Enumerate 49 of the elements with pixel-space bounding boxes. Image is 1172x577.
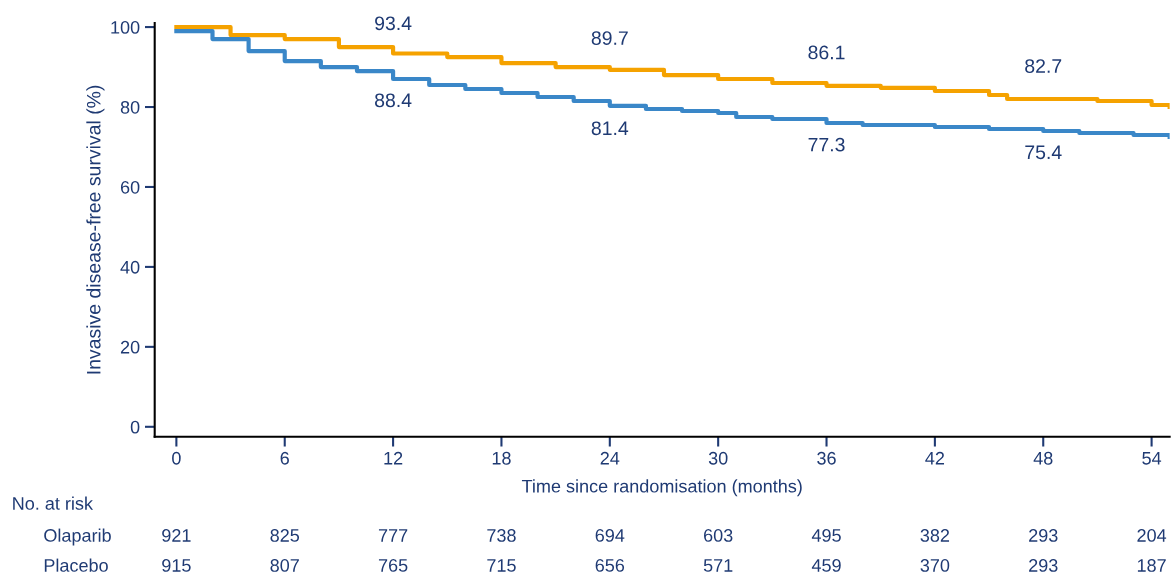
text: 825 xyxy=(270,529,300,542)
annotation: 93.4 xyxy=(375,16,412,31)
text: 495 xyxy=(811,529,841,542)
x-tick-label: 24 xyxy=(600,451,620,465)
text: 382 xyxy=(920,529,950,542)
y-tick-label: 100 xyxy=(111,21,140,34)
x-tick-label: 48 xyxy=(1033,451,1053,465)
x-tick-label: 6 xyxy=(280,451,289,465)
text: 293 xyxy=(1029,559,1058,572)
text: No. at risk xyxy=(13,496,94,510)
annotation: 89.7 xyxy=(591,31,628,45)
x-tick-label: 36 xyxy=(817,451,836,465)
x-tick-label: 42 xyxy=(925,451,945,465)
text: 370 xyxy=(920,559,950,572)
text: 603 xyxy=(704,529,733,542)
text: 694 xyxy=(595,529,625,542)
text: Olaparib xyxy=(44,528,111,546)
text: 738 xyxy=(487,529,516,542)
annotation: 86.1 xyxy=(808,45,845,60)
text: 571 xyxy=(703,559,733,572)
annotation: 77.3 xyxy=(808,137,845,152)
x-axis-title: Time since randomisation (months) xyxy=(521,479,802,497)
annotation: 75.4 xyxy=(1025,145,1062,160)
x-tick-label: 0 xyxy=(172,451,181,465)
text: 777 xyxy=(378,529,408,542)
x-tick-label: 18 xyxy=(492,451,511,465)
annotation: 82.7 xyxy=(1025,59,1062,73)
text: 765 xyxy=(378,559,408,572)
y-tick-label: 80 xyxy=(120,100,140,114)
text: 459 xyxy=(811,559,841,572)
text: 915 xyxy=(162,559,191,572)
y-tick-label: 0 xyxy=(130,420,140,434)
y-tick-label: 40 xyxy=(120,260,140,274)
text: 293 xyxy=(1029,529,1058,542)
x-tick-label: 12 xyxy=(384,451,403,465)
text: 807 xyxy=(270,559,299,572)
text: 921 xyxy=(162,529,191,542)
text: Placebo xyxy=(44,558,108,572)
text: 656 xyxy=(595,559,625,572)
annotation: 81.4 xyxy=(591,121,629,136)
annotation: 88.4 xyxy=(375,93,412,108)
text: 204 xyxy=(1137,529,1167,542)
y-tick-label: 60 xyxy=(120,180,140,194)
x-tick-label: 30 xyxy=(708,451,728,465)
x-tick-label: 54 xyxy=(1142,452,1162,465)
text: 187 xyxy=(1137,559,1166,572)
y-tick-label: 20 xyxy=(120,340,140,354)
y-axis-title: Invasive disease-free survival (%) xyxy=(86,85,105,374)
text: 715 xyxy=(487,559,516,572)
